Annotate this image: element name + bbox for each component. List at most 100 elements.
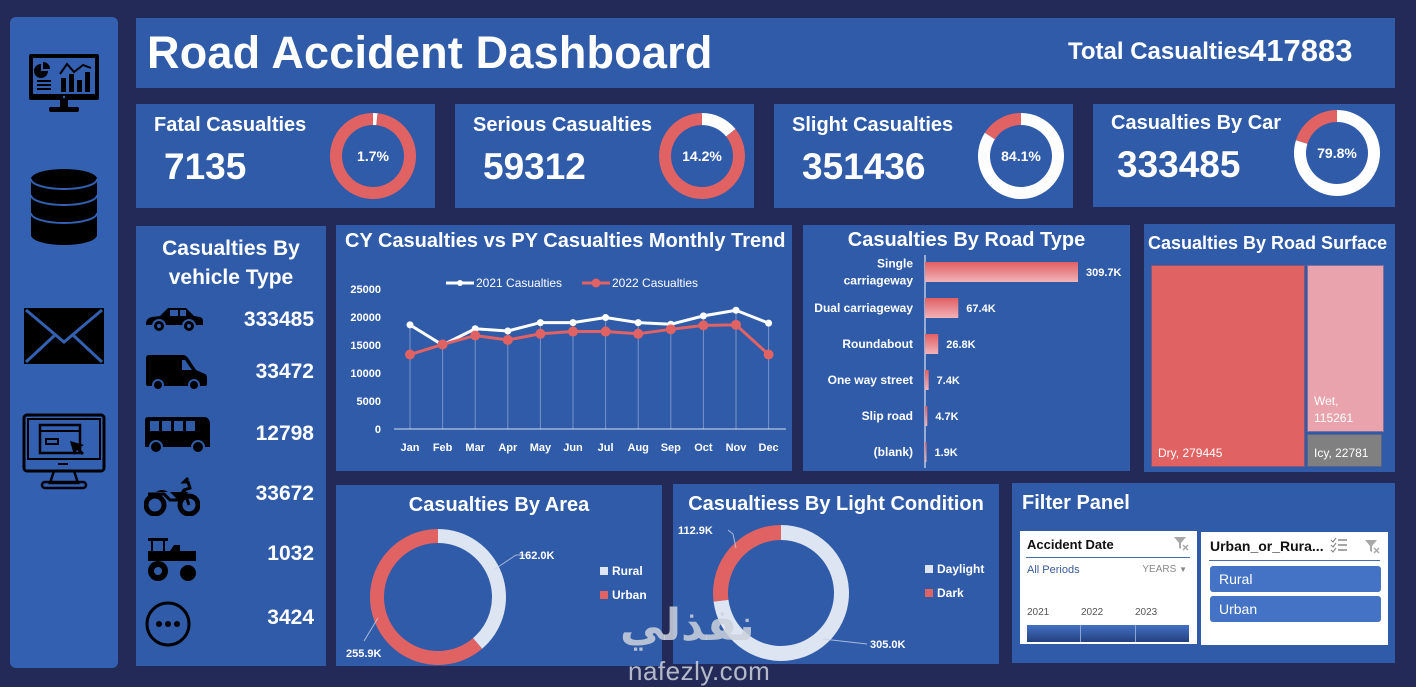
total-casualties-label: Total Casualties: [1068, 38, 1251, 65]
category-label: Single: [877, 257, 913, 271]
light-condition-panel: Casualtiess By Light Condition 305.0K 112…: [673, 484, 999, 664]
computer-click-icon[interactable]: [10, 413, 118, 493]
kpi-label: Fatal Casualties: [154, 114, 307, 136]
database-icon[interactable]: [10, 167, 118, 247]
sidebar: [10, 17, 118, 668]
vehicle-value: 3424: [267, 606, 314, 629]
bar: [925, 406, 928, 426]
trend-line-chart: Jan Feb Mar Apr May Jun Jul Aug Sep Oct Nov Dec 0 500…: [350, 276, 786, 454]
kpi-value: 333485: [1117, 144, 1241, 185]
vehicle-row-motorcycle: 33672: [144, 476, 314, 516]
monthly-trend-panel: CY Casualties vs PY Casualties Monthly T…: [336, 225, 792, 471]
legend-label: Rural: [612, 564, 643, 578]
car-icon: [146, 308, 203, 333]
bar: [925, 370, 929, 390]
data-point: [732, 306, 740, 314]
data-point: [731, 319, 741, 330]
kpi-donut: 79.8%: [1294, 110, 1380, 196]
legend-label: Dark: [937, 586, 964, 600]
category-label: One way street: [828, 373, 913, 387]
data-point: [633, 328, 644, 339]
clear-filter-icon[interactable]: [1173, 535, 1189, 551]
slicer-divider: [1209, 560, 1380, 561]
data-point: [699, 312, 707, 320]
tractor-icon: [148, 538, 196, 581]
donut-slice-rural: [438, 529, 506, 649]
x-tick-label: Jan: [401, 442, 420, 454]
x-tick-label: Jun: [563, 442, 583, 454]
donut-slice-urban: [370, 529, 483, 665]
leader-line: [363, 617, 379, 642]
slicer-title: Accident Date: [1027, 537, 1114, 552]
timeline-2021[interactable]: [1027, 625, 1081, 642]
time-level-dropdown[interactable]: YEARS ▼: [1142, 564, 1187, 575]
vehicle-value: 12798: [255, 422, 314, 445]
road-type-bar-chart: 309.7K Single carriageway 67.4K Dual carriag…: [814, 255, 1122, 468]
more-icon: [145, 601, 191, 647]
road-surface-panel: Casualties By Road Surface Dry, 279445 We…: [1144, 224, 1395, 472]
kpi-card-car: Casualties By Car 333485 79.8%: [1093, 104, 1395, 207]
data-point: [502, 334, 513, 345]
category-label: Dual carriageway: [814, 301, 913, 315]
chart-title: Casualties By Road Surface: [1148, 233, 1388, 253]
slicer-option-rural[interactable]: Rural: [1210, 566, 1381, 592]
kpi-donut: 84.1%: [978, 113, 1064, 199]
kpi-donut-remainder-slice: [984, 113, 1021, 140]
period-label: All Periods: [1027, 564, 1080, 576]
kpi-value: 59312: [483, 146, 586, 187]
timeline-bar: [1027, 625, 1189, 642]
vehicle-value: 1032: [267, 542, 314, 565]
chart-title: Casualties By Road Type: [847, 229, 1086, 251]
mail-icon[interactable]: [10, 307, 118, 365]
kpi-donut: 1.7%: [330, 113, 416, 199]
y-tick-label: 20000: [350, 312, 381, 324]
timeline-2022[interactable]: [1081, 625, 1135, 642]
kpi-donut: 14.2%: [659, 113, 745, 199]
area-panel: Casualties By Area 162.0K 255.9K Rural Ur…: [336, 485, 662, 666]
time-level-label: YEARS: [1142, 564, 1177, 575]
kpi-label: Slight Casualties: [792, 114, 954, 136]
kpi-percent-label: 84.1%: [1001, 148, 1041, 164]
kpi-percent-label: 14.2%: [682, 148, 722, 164]
data-point: [437, 339, 448, 350]
legend-swatch: [925, 565, 933, 573]
year-label: 2022: [1081, 607, 1104, 618]
multi-select-icon[interactable]: [1330, 537, 1348, 553]
kpi-card-fatal: Fatal Casualties 7135 1.7%: [136, 104, 435, 208]
bus-icon: [145, 417, 210, 454]
slicer-option-urban[interactable]: Urban: [1210, 596, 1381, 622]
category-label: carriageway: [844, 274, 914, 288]
legend-swatch: [600, 567, 608, 575]
dashboard-monitor-icon[interactable]: [10, 52, 118, 116]
data-point: [602, 314, 610, 322]
accident-date-slicer: Accident Date All Periods YEARS ▼ 2021 2…: [1020, 531, 1197, 644]
leader-line: [727, 529, 737, 549]
title-bar: Road Accident Dashboard Total Casualties…: [136, 18, 1395, 88]
vehicle-value: 33672: [255, 482, 314, 505]
area-donut-chart: 162.0K 255.9K: [346, 529, 555, 665]
treemap-cell-dry: Dry, 279445: [1151, 265, 1305, 467]
category-label: Slip road: [862, 409, 913, 423]
x-tick-label: Mar: [465, 442, 485, 454]
legend-swatch: [925, 589, 933, 597]
x-tick-label: Nov: [726, 442, 748, 454]
legend-swatch: [600, 591, 608, 599]
clear-filter-icon[interactable]: [1364, 538, 1380, 554]
legend-daylight: Daylight: [925, 562, 984, 576]
legend-marker: [457, 280, 463, 286]
light-donut-chart: 305.0K 112.9K: [678, 525, 906, 661]
data-point: [698, 320, 709, 331]
timeline-2023[interactable]: [1135, 625, 1189, 642]
bar-value-label: 309.7K: [1086, 267, 1122, 279]
kpi-label: Casualties By Car: [1111, 112, 1282, 134]
vehicle-value: 333485: [243, 308, 314, 331]
data-point: [405, 349, 415, 360]
kpi-value: 351436: [802, 146, 926, 187]
legend-label: 2022 Casualties: [612, 276, 698, 290]
y-tick-label: 25000: [350, 284, 381, 296]
series-line-2021-casualties: [409, 308, 770, 347]
kpi-card-serious: Serious Casualties 59312 14.2%: [455, 104, 754, 208]
bar-value-label: 1.9K: [935, 447, 958, 459]
panel-title-line1: Casualties By: [162, 237, 300, 260]
legend-label: Urban: [612, 588, 647, 602]
